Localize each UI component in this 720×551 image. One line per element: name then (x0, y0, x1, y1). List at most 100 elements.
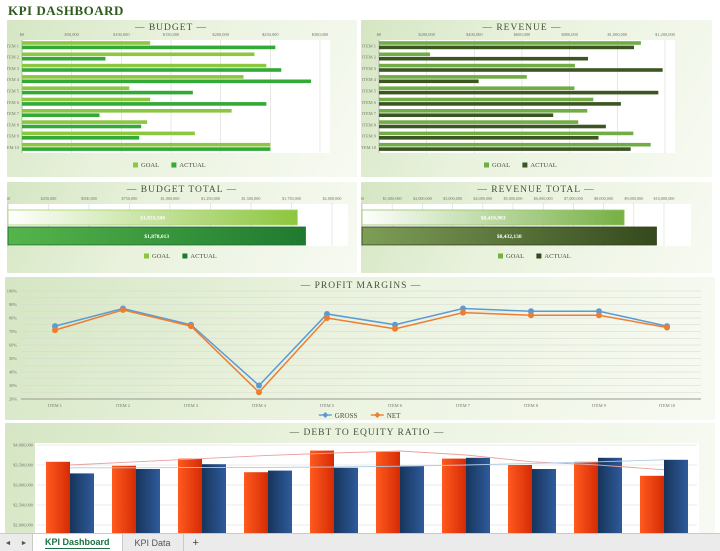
svg-text:$500,000: $500,000 (81, 196, 97, 202)
svg-text:70%: 70% (9, 329, 17, 334)
svg-text:ITEM 5: ITEM 5 (7, 88, 20, 93)
sheet-nav-left-icon[interactable]: ◄ (4, 539, 12, 547)
svg-text:$1,878,013: $1,878,013 (144, 233, 169, 240)
svg-text:$100,000: $100,000 (113, 32, 130, 38)
svg-text:$400,000: $400,000 (466, 32, 483, 38)
svg-text:$750,000: $750,000 (122, 196, 138, 202)
svg-text:$8,410,903: $8,410,903 (481, 215, 506, 222)
svg-text:ACTUAL: ACTUAL (530, 162, 556, 169)
svg-text:ITEM 4: ITEM 4 (362, 77, 377, 82)
svg-text:— DEBT TO EQUITY RATIO —: — DEBT TO EQUITY RATIO — (289, 428, 445, 438)
svg-text:$3,500,000: $3,500,000 (13, 463, 34, 469)
svg-text:ITEM 4: ITEM 4 (7, 77, 20, 82)
svg-text:$8,000,000: $8,000,000 (594, 196, 613, 202)
svg-text:GOAL: GOAL (141, 162, 159, 169)
svg-text:ITEM 9: ITEM 9 (592, 403, 607, 408)
svg-text:ACTUAL: ACTUAL (179, 162, 205, 169)
profit-margins-chart-panel: — PROFIT MARGINS — 100% 90% 80% 70% 60% 50% 40%… (5, 277, 715, 420)
svg-text:$1,833,500: $1,833,500 (140, 215, 165, 222)
svg-text:80%: 80% (9, 316, 17, 321)
svg-text:ITEM 10: ITEM 10 (361, 145, 377, 150)
svg-text:GOAL: GOAL (152, 253, 170, 260)
svg-text:$2,000,000: $2,000,000 (323, 196, 342, 202)
budget-chart-panel: — BUDGET — $0 $50,000 $100,000 $150,000 $200,… (7, 20, 357, 177)
svg-text:ITEM 10: ITEM 10 (7, 145, 20, 150)
sheet-tab-bar: ◄ ► KPI Dashboard KPI Data + (0, 533, 720, 551)
svg-text:$4,000,000: $4,000,000 (13, 443, 34, 449)
svg-text:$2,000,000: $2,000,000 (413, 196, 432, 202)
sheet-nav-right-icon[interactable]: ► (20, 539, 28, 547)
svg-text:$800,000: $800,000 (561, 32, 578, 38)
svg-text:GOAL: GOAL (492, 162, 510, 169)
tab-kpi-dashboard-label: KPI Dashboard (45, 537, 110, 549)
svg-text:ITEM 9: ITEM 9 (7, 134, 20, 139)
svg-text:ITEM 5: ITEM 5 (320, 403, 335, 408)
svg-text:ITEM 3: ITEM 3 (184, 403, 199, 408)
svg-text:$200,000: $200,000 (418, 32, 435, 38)
svg-text:$200,000: $200,000 (212, 32, 229, 38)
svg-text:— REVENUE TOTAL —: — REVENUE TOTAL — (476, 185, 594, 195)
svg-text:ITEM 8: ITEM 8 (7, 122, 20, 127)
svg-text:40%: 40% (9, 370, 17, 375)
svg-text:$1,200,000: $1,200,000 (655, 32, 676, 38)
svg-text:$4,000,000: $4,000,000 (473, 196, 492, 202)
svg-text:ITEM 2: ITEM 2 (116, 403, 130, 408)
svg-text:ITEM 3: ITEM 3 (7, 66, 20, 71)
add-sheet-button[interactable]: + (192, 537, 199, 549)
svg-text:$6,000,000: $6,000,000 (534, 196, 553, 202)
revenue-total-chart: — REVENUE TOTAL — $0 $1,000,000 $2,000,000 $… (361, 185, 691, 260)
svg-text:$150,000: $150,000 (163, 32, 180, 38)
svg-text:30%: 30% (9, 383, 17, 388)
budget-total-chart: — BUDGET TOTAL — $0 $250,000 $500,000 $750,0… (7, 185, 348, 260)
svg-text:$0: $0 (361, 196, 364, 201)
svg-text:GOAL: GOAL (506, 253, 524, 260)
svg-text:ITEM 8: ITEM 8 (362, 122, 377, 127)
svg-text:$3,000,000: $3,000,000 (443, 196, 462, 202)
tab-kpi-data[interactable]: KPI Data (123, 534, 184, 551)
svg-text:$0: $0 (377, 32, 382, 37)
svg-text:ITEM 1: ITEM 1 (7, 43, 19, 48)
sheet-header: KPI DASHBOARD (0, 0, 720, 20)
svg-text:$250,000: $250,000 (41, 196, 57, 202)
svg-text:$1,500,000: $1,500,000 (242, 196, 261, 202)
svg-text:$0: $0 (20, 32, 25, 37)
svg-text:90%: 90% (9, 302, 17, 307)
svg-text:NET: NET (387, 412, 401, 420)
svg-text:$5,000,000: $5,000,000 (504, 196, 523, 202)
svg-text:ITEM 7: ITEM 7 (362, 111, 377, 116)
svg-text:— PROFIT MARGINS —: — PROFIT MARGINS — (300, 281, 422, 291)
tab-kpi-data-label: KPI Data (134, 538, 171, 548)
svg-text:ITEM 7: ITEM 7 (456, 403, 471, 408)
budget-chart: — BUDGET — $0 $50,000 $100,000 $150,000 $200,… (7, 23, 330, 169)
svg-text:ACTUAL: ACTUAL (190, 253, 216, 260)
profit-margins-chart: — PROFIT MARGINS — 100% 90% 80% 70% 60% 50% 40%… (7, 281, 701, 420)
svg-text:$1,000,000: $1,000,000 (607, 32, 628, 38)
svg-text:$2,000,000: $2,000,000 (13, 523, 34, 529)
svg-text:ITEM 6: ITEM 6 (388, 403, 403, 408)
svg-text:$250,000: $250,000 (262, 32, 279, 38)
svg-text:$8,432,138: $8,432,138 (497, 233, 522, 240)
svg-text:$7,000,000: $7,000,000 (564, 196, 583, 202)
svg-text:$2,500,000: $2,500,000 (13, 503, 34, 509)
svg-text:— BUDGET TOTAL —: — BUDGET TOTAL — (126, 185, 237, 195)
svg-text:ITEM 4: ITEM 4 (252, 403, 267, 408)
svg-text:100%: 100% (7, 289, 18, 294)
svg-text:GROSS: GROSS (335, 412, 358, 420)
svg-text:ITEM 8: ITEM 8 (524, 403, 539, 408)
revenue-chart-panel: — REVENUE — $0 $200,000 $400,000 $600,000 $80… (361, 20, 712, 177)
svg-text:ITEM 1: ITEM 1 (362, 43, 376, 48)
svg-text:ITEM 10: ITEM 10 (659, 403, 676, 408)
svg-text:$1,750,000: $1,750,000 (282, 196, 301, 202)
svg-text:20%: 20% (9, 397, 17, 402)
revenue-total-chart-panel: — REVENUE TOTAL — $0 $1,000,000 $2,000,000 $… (361, 182, 712, 273)
tab-kpi-dashboard[interactable]: KPI Dashboard (32, 534, 123, 551)
svg-text:$9,000,000: $9,000,000 (624, 196, 643, 202)
svg-text:$1,250,000: $1,250,000 (201, 196, 220, 202)
svg-text:ITEM 9: ITEM 9 (362, 134, 377, 139)
svg-text:ITEM 6: ITEM 6 (7, 100, 20, 105)
svg-text:— REVENUE —: — REVENUE — (481, 23, 561, 33)
svg-text:ITEM 7: ITEM 7 (7, 111, 20, 116)
svg-text:ITEM 2: ITEM 2 (7, 55, 19, 60)
svg-text:ACTUAL: ACTUAL (544, 253, 570, 260)
svg-text:ITEM 6: ITEM 6 (362, 100, 377, 105)
